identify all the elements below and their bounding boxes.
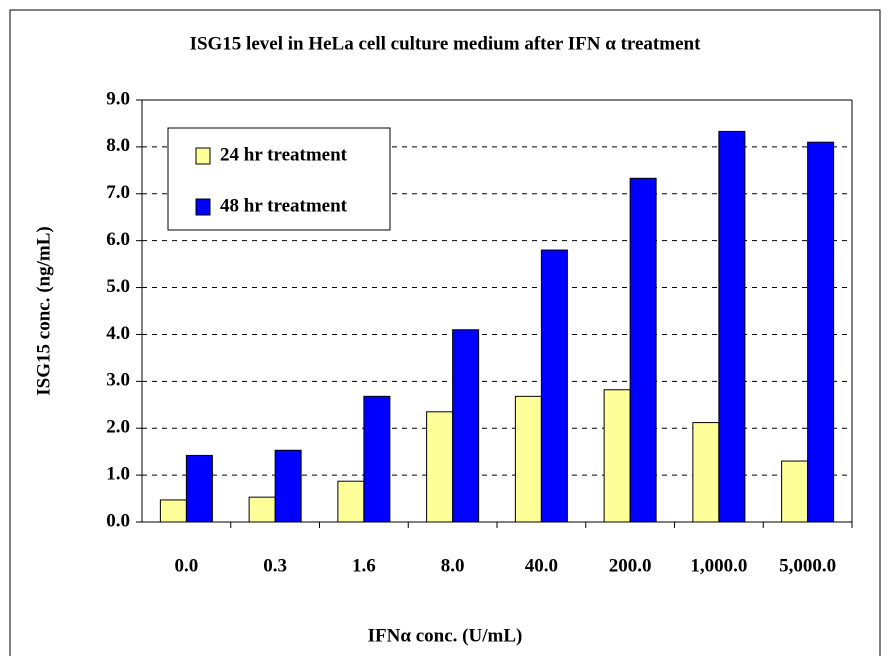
bar <box>540 249 568 523</box>
y-tick-label: 4.0 <box>106 323 130 344</box>
x-axis-label: IFNα conc. (U/mL) <box>368 625 523 646</box>
x-tick-label: 40.0 <box>525 555 558 576</box>
chart-title: ISG15 level in HeLa cell culture medium … <box>190 33 702 54</box>
x-tick-label: 1.6 <box>352 555 376 576</box>
legend-label: 48 hr treatment <box>220 195 348 216</box>
bar <box>629 177 657 523</box>
y-tick-label: 1.0 <box>106 463 130 484</box>
y-tick-label: 3.0 <box>106 370 130 391</box>
bar <box>718 130 746 523</box>
legend-label: 24 hr treatment <box>220 144 348 165</box>
y-tick-label: 0.0 <box>106 510 130 531</box>
x-tick-label: 0.3 <box>263 555 287 576</box>
bar <box>337 480 365 523</box>
x-tick-label: 5,000.0 <box>779 555 836 576</box>
y-tick-label: 7.0 <box>106 182 130 203</box>
y-tick-label: 8.0 <box>106 135 130 156</box>
bar <box>159 499 187 523</box>
x-tick-label: 200.0 <box>609 555 652 576</box>
y-tick-label: 2.0 <box>106 417 130 438</box>
y-tick-label: 5.0 <box>106 276 130 297</box>
bar <box>781 460 809 523</box>
bar <box>807 141 835 523</box>
bar <box>185 454 213 523</box>
bar <box>692 422 720 523</box>
bar <box>248 496 276 523</box>
x-tick-label: 8.0 <box>441 555 465 576</box>
x-tick-label: 1,000.0 <box>690 555 747 576</box>
legend-swatch <box>195 198 211 216</box>
y-tick-label: 6.0 <box>106 229 130 250</box>
y-tick-label: 9.0 <box>106 88 130 109</box>
bar <box>452 329 480 523</box>
y-axis-label: ISG15 conc. (ng/mL) <box>33 226 54 395</box>
bar <box>363 395 391 523</box>
bar <box>426 411 454 523</box>
legend-swatch <box>195 147 211 165</box>
x-tick-label: 0.0 <box>175 555 199 576</box>
bar <box>603 389 631 523</box>
bar <box>514 395 542 523</box>
bar <box>274 449 302 523</box>
